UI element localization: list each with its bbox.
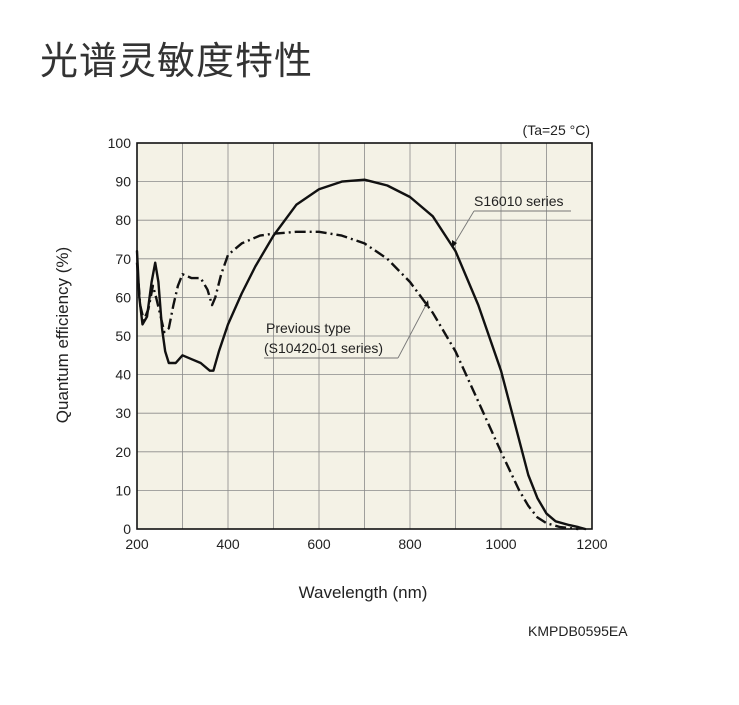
y-tick-label: 60 [115, 289, 131, 305]
y-tick-label: 90 [115, 174, 131, 190]
series-line-1 [135, 178, 587, 531]
tick-labels: 200 400 600 800 1000 1200 0 10 20 30 40 50 60 70 80 90 1… [108, 135, 608, 552]
series-layer [135, 178, 587, 531]
leader-line-s16010 [452, 210, 475, 247]
y-tick-label: 100 [108, 135, 132, 151]
series-line-2 [135, 230, 579, 531]
condition-label: (Ta=25 °C) [523, 122, 590, 138]
x-tick-label: 200 [125, 536, 149, 552]
y-tick-label: 70 [115, 251, 131, 267]
y-tick-label: 40 [115, 367, 131, 383]
arrow-head [452, 240, 457, 248]
series-label-s16010: S16010 series [474, 193, 564, 209]
x-axis-label: Wavelength (nm) [299, 583, 428, 602]
plot-frame [136, 142, 593, 530]
y-axis-label: Quantum efficiency (%) [53, 247, 72, 423]
series-label-previous-line1: Previous type [266, 320, 351, 336]
y-tick-label: 80 [115, 212, 131, 228]
series-label-previous-line2: (S10420-01 series) [264, 340, 383, 356]
document-code: KMPDB0595EA [528, 623, 628, 639]
arrow-head [424, 300, 429, 307]
y-tick-label: 10 [115, 482, 131, 498]
y-tick-label: 0 [123, 521, 131, 537]
x-tick-label: 400 [216, 536, 240, 552]
y-tick-label: 30 [115, 405, 131, 421]
y-tick-label: 50 [115, 328, 131, 344]
page-title: 光谱灵敏度特性 [40, 39, 314, 83]
x-tick-label: 1000 [485, 536, 516, 552]
leader-line-previous [397, 302, 428, 359]
x-tick-label: 1200 [576, 536, 607, 552]
x-tick-label: 800 [398, 536, 422, 552]
x-tick-label: 600 [307, 536, 331, 552]
annotation-layer: S16010 series Previous type (S10420-01 ser… [264, 193, 571, 359]
y-tick-label: 20 [115, 444, 131, 460]
